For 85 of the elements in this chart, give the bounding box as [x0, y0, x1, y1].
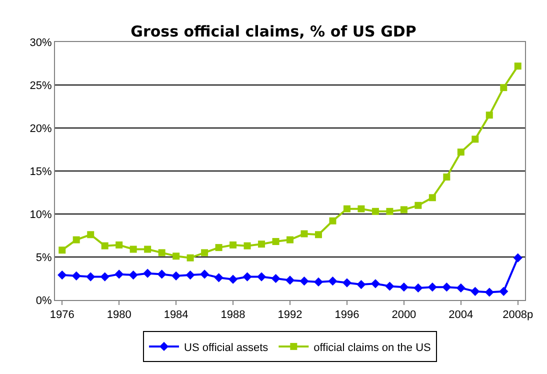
point: [500, 84, 508, 92]
x-tick-label: 2000: [392, 309, 416, 322]
y-tick-label: 5%: [36, 252, 52, 264]
point: [514, 62, 522, 70]
point: [428, 194, 436, 202]
point: [271, 274, 280, 284]
point: [329, 217, 336, 224]
point: [72, 271, 81, 280]
x-tick-label: 2004: [448, 309, 474, 322]
point: [358, 205, 365, 212]
y-tick-label: 30%: [30, 36, 52, 49]
legend-label: official claims on the US: [314, 342, 431, 354]
point: [172, 271, 181, 280]
point: [499, 286, 508, 296]
point: [215, 244, 222, 252]
point: [116, 241, 123, 248]
point: [385, 282, 394, 291]
point: [414, 283, 423, 293]
point: [484, 288, 494, 297]
point: [256, 272, 266, 282]
point: [158, 249, 166, 256]
point: [457, 148, 464, 156]
point: [428, 282, 437, 292]
point: [200, 270, 210, 279]
point: [472, 136, 479, 143]
point: [230, 241, 237, 248]
chart-title: Gross official claims, % of US GDP: [130, 22, 416, 41]
point: [443, 174, 450, 181]
point: [456, 283, 466, 293]
point: [399, 282, 408, 292]
point: [186, 254, 194, 262]
point: [400, 206, 408, 214]
y-tick-label: 25%: [30, 80, 52, 92]
point: [214, 273, 224, 282]
point: [342, 278, 352, 288]
point: [343, 205, 350, 212]
point: [130, 246, 137, 253]
x-tick-label: 1984: [164, 309, 188, 322]
point: [143, 268, 152, 278]
y-tick-label: 15%: [30, 166, 52, 178]
point: [157, 270, 166, 279]
point: [258, 240, 266, 248]
y-tick-label: 10%: [30, 208, 52, 221]
point: [72, 236, 80, 244]
point: [101, 242, 108, 250]
x-tick-label: 1988: [220, 309, 246, 322]
point: [414, 202, 422, 209]
point: [58, 270, 67, 280]
point: [300, 230, 308, 238]
x-tick-label: 1996: [334, 309, 360, 322]
point: [86, 272, 96, 282]
y-tick-label: 20%: [30, 122, 52, 135]
point: [58, 246, 66, 254]
point: [470, 286, 480, 296]
x-tick-label: 2008p: [502, 309, 534, 322]
point: [228, 274, 238, 284]
point: [285, 276, 295, 285]
point: [328, 276, 338, 286]
point: [386, 208, 394, 215]
point: [442, 282, 452, 292]
point: [300, 276, 309, 286]
point: [87, 231, 94, 238]
x-tick-label: 1976: [50, 309, 74, 322]
point: [114, 270, 124, 279]
point: [486, 112, 493, 119]
point: [272, 238, 280, 246]
point: [144, 246, 152, 253]
point: [100, 272, 110, 282]
x-tick-label: 1992: [278, 309, 302, 322]
point: [286, 236, 294, 244]
point: [186, 270, 195, 280]
point: [513, 253, 522, 262]
point: [201, 249, 208, 256]
point: [372, 208, 379, 215]
point: [356, 280, 366, 290]
x-tick-label: 1980: [106, 309, 132, 322]
legend-label: US official assets: [184, 342, 269, 354]
y-tick-label: 0%: [36, 294, 52, 307]
point: [128, 270, 138, 280]
point: [172, 252, 180, 260]
point: [370, 279, 380, 288]
point: [242, 272, 252, 282]
point: [314, 231, 322, 238]
point: [314, 277, 324, 286]
point: [244, 242, 251, 250]
